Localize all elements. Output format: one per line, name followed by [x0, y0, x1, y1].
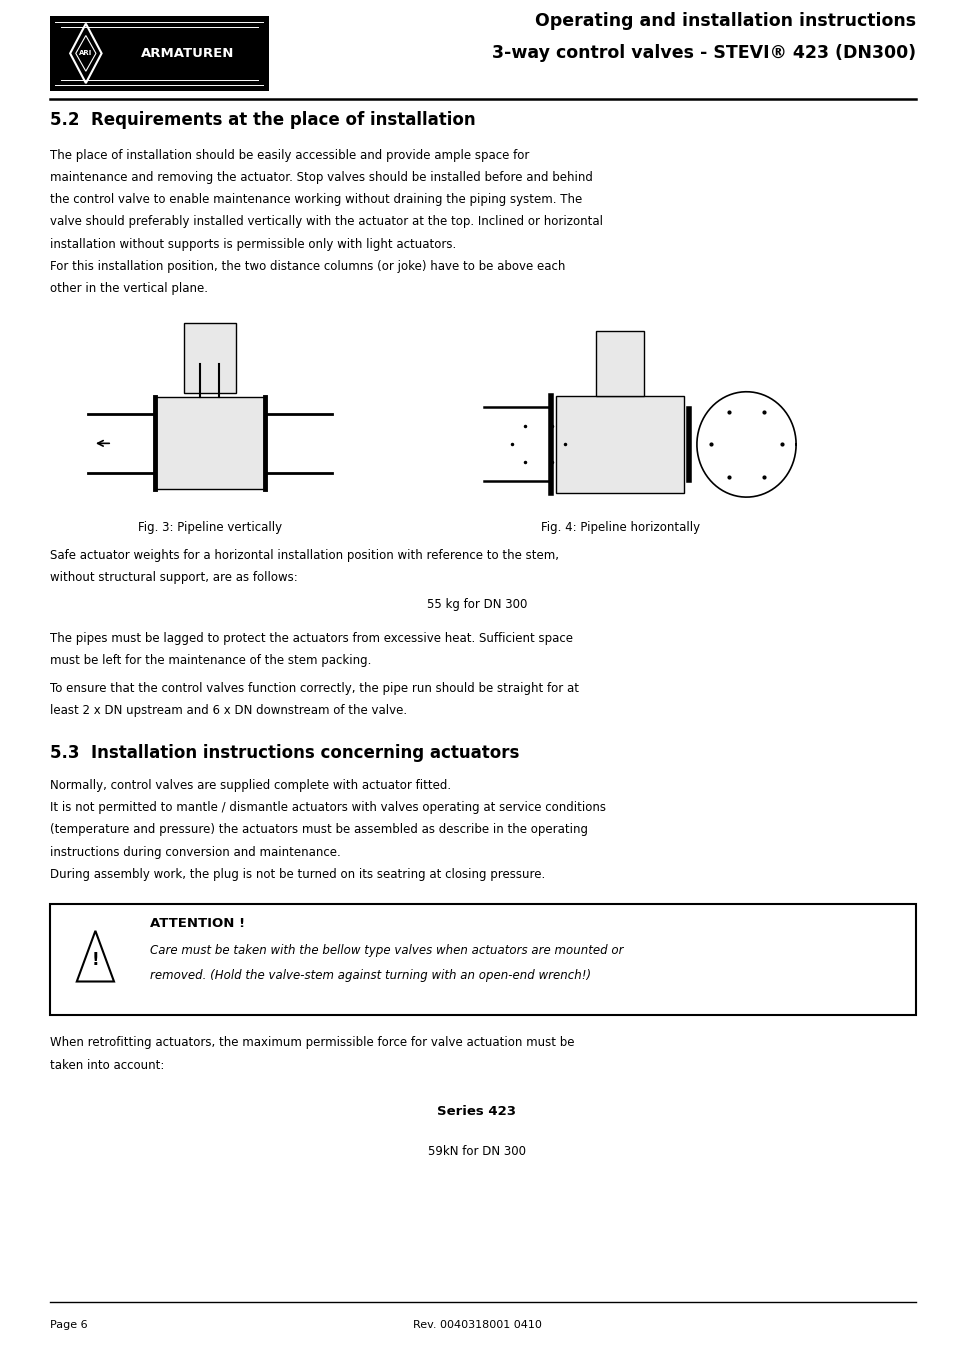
Text: Rev. 0040318001 0410: Rev. 0040318001 0410: [412, 1320, 541, 1329]
Text: 59kN for DN 300: 59kN for DN 300: [428, 1144, 525, 1158]
Text: Safe actuator weights for a horizontal installation position with reference to t: Safe actuator weights for a horizontal i…: [50, 549, 558, 562]
Text: removed. (Hold the valve-stem against turning with an open-end wrench!): removed. (Hold the valve-stem against tu…: [150, 969, 590, 982]
FancyBboxPatch shape: [154, 397, 265, 489]
Text: It is not permitted to mantle / dismantle actuators with valves operating at ser: It is not permitted to mantle / dismantl…: [50, 801, 605, 815]
FancyBboxPatch shape: [555, 396, 683, 493]
Text: During assembly work, the plug is not be turned on its seatring at closing press: During assembly work, the plug is not be…: [50, 867, 544, 881]
Text: To ensure that the control valves function correctly, the pipe run should be str: To ensure that the control valves functi…: [50, 682, 578, 694]
Text: must be left for the maintenance of the stem packing.: must be left for the maintenance of the …: [50, 654, 371, 667]
Text: valve should preferably installed vertically with the actuator at the top. Incli: valve should preferably installed vertic…: [50, 216, 602, 228]
FancyBboxPatch shape: [596, 331, 643, 396]
Text: ATTENTION !: ATTENTION !: [150, 917, 245, 931]
Text: The place of installation should be easily accessible and provide ample space fo: The place of installation should be easi…: [50, 149, 528, 162]
Text: ARMATUREN: ARMATUREN: [141, 47, 234, 59]
Text: the control valve to enable maintenance working without draining the piping syst: the control valve to enable maintenance …: [50, 193, 581, 207]
Text: (temperature and pressure) the actuators must be assembled as describe in the op: (temperature and pressure) the actuators…: [50, 823, 587, 836]
Text: without structural support, are as follows:: without structural support, are as follo…: [50, 571, 297, 584]
Text: Care must be taken with the bellow type valves when actuators are mounted or: Care must be taken with the bellow type …: [150, 944, 622, 958]
Text: Series 423: Series 423: [437, 1105, 516, 1119]
Text: instructions during conversion and maintenance.: instructions during conversion and maint…: [50, 846, 340, 859]
Text: other in the vertical plane.: other in the vertical plane.: [50, 282, 208, 296]
Text: Operating and installation instructions: Operating and installation instructions: [534, 12, 915, 30]
FancyBboxPatch shape: [183, 323, 236, 393]
Text: maintenance and removing the actuator. Stop valves should be installed before an: maintenance and removing the actuator. S…: [50, 172, 592, 184]
Text: Page 6: Page 6: [50, 1320, 87, 1329]
Text: least 2 x DN upstream and 6 x DN downstream of the valve.: least 2 x DN upstream and 6 x DN downstr…: [50, 704, 406, 717]
Text: 5.3  Installation instructions concerning actuators: 5.3 Installation instructions concerning…: [50, 743, 518, 762]
FancyBboxPatch shape: [50, 16, 269, 91]
Text: !: !: [91, 951, 99, 969]
Text: Fig. 3: Pipeline vertically: Fig. 3: Pipeline vertically: [137, 521, 282, 535]
Text: For this installation position, the two distance columns (or joke) have to be ab: For this installation position, the two …: [50, 261, 564, 273]
Text: Normally, control valves are supplied complete with actuator fitted.: Normally, control valves are supplied co…: [50, 778, 450, 792]
FancyBboxPatch shape: [50, 904, 915, 1015]
Text: 3-way control valves - STEVI® 423 (DN300): 3-way control valves - STEVI® 423 (DN300…: [491, 45, 915, 62]
Text: installation without supports is permissible only with light actuators.: installation without supports is permiss…: [50, 238, 456, 251]
Text: 55 kg for DN 300: 55 kg for DN 300: [426, 598, 527, 612]
Text: The pipes must be lagged to protect the actuators from excessive heat. Sufficien: The pipes must be lagged to protect the …: [50, 632, 572, 644]
Text: 5.2  Requirements at the place of installation: 5.2 Requirements at the place of install…: [50, 111, 475, 128]
Text: When retrofitting actuators, the maximum permissible force for valve actuation m: When retrofitting actuators, the maximum…: [50, 1036, 574, 1050]
Text: taken into account:: taken into account:: [50, 1058, 164, 1071]
Text: Fig. 4: Pipeline horizontally: Fig. 4: Pipeline horizontally: [540, 521, 699, 535]
Text: ARI: ARI: [79, 50, 92, 57]
